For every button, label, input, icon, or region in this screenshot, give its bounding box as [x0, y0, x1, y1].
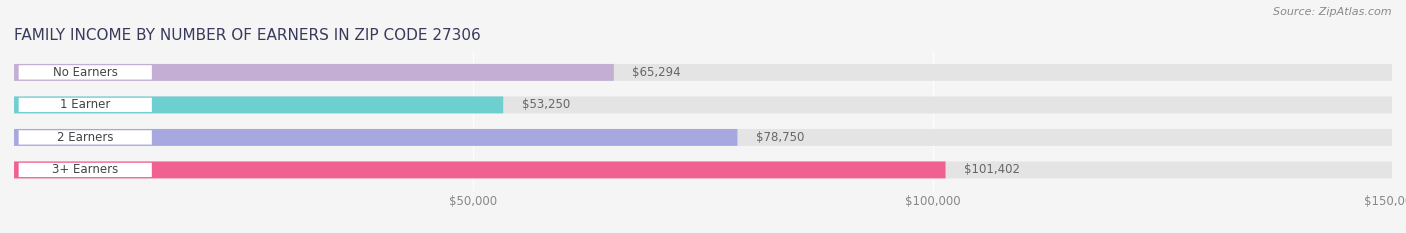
FancyBboxPatch shape	[18, 130, 152, 144]
FancyBboxPatch shape	[18, 98, 152, 112]
Text: Source: ZipAtlas.com: Source: ZipAtlas.com	[1274, 7, 1392, 17]
FancyBboxPatch shape	[14, 64, 614, 81]
Text: $65,294: $65,294	[633, 66, 681, 79]
Text: FAMILY INCOME BY NUMBER OF EARNERS IN ZIP CODE 27306: FAMILY INCOME BY NUMBER OF EARNERS IN ZI…	[14, 28, 481, 43]
FancyBboxPatch shape	[14, 96, 1392, 113]
Text: 1 Earner: 1 Earner	[60, 98, 111, 111]
Text: $53,250: $53,250	[522, 98, 569, 111]
FancyBboxPatch shape	[14, 64, 1392, 81]
FancyBboxPatch shape	[14, 129, 738, 146]
Text: 2 Earners: 2 Earners	[58, 131, 114, 144]
FancyBboxPatch shape	[14, 129, 1392, 146]
Text: 3+ Earners: 3+ Earners	[52, 163, 118, 176]
FancyBboxPatch shape	[14, 161, 945, 178]
FancyBboxPatch shape	[18, 163, 152, 177]
FancyBboxPatch shape	[14, 161, 1392, 178]
Text: No Earners: No Earners	[53, 66, 118, 79]
FancyBboxPatch shape	[14, 96, 503, 113]
Text: $101,402: $101,402	[965, 163, 1019, 176]
FancyBboxPatch shape	[18, 65, 152, 79]
Text: $78,750: $78,750	[756, 131, 804, 144]
